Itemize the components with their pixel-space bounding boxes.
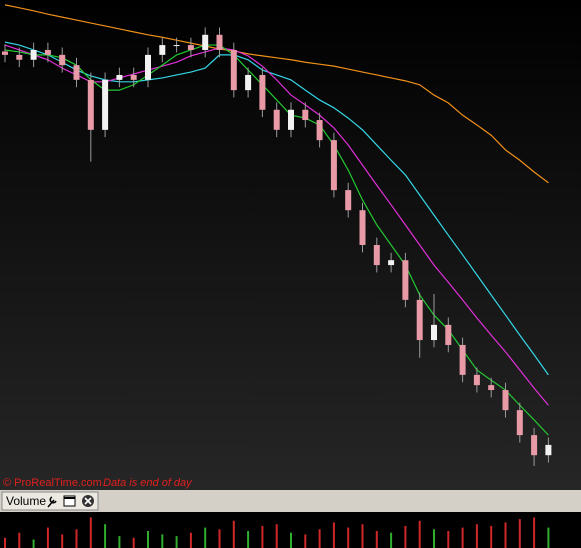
candle-body (187, 45, 194, 50)
window-icon[interactable] (63, 495, 76, 507)
volume-label: Volume (6, 494, 46, 508)
note: Data is end of day (103, 477, 193, 489)
volume-bar (147, 531, 149, 548)
volume-bar (547, 527, 550, 548)
volume-bar (418, 520, 421, 548)
volume-bar (118, 536, 121, 548)
toolbar (0, 490, 581, 512)
volume-bar (332, 522, 335, 548)
candle-body (488, 385, 495, 391)
candle-body (388, 260, 395, 266)
volume-bar (290, 532, 292, 548)
volume-plot (4, 517, 550, 548)
candle-body (2, 51, 8, 55)
price-plot (2, 4, 552, 466)
candle-body (259, 74, 266, 110)
volume-bar (433, 529, 435, 548)
candle-body (330, 140, 337, 191)
candle-body (173, 45, 180, 47)
volume-bar (504, 522, 507, 548)
candle-body (145, 54, 151, 80)
volume-bar (132, 537, 135, 548)
volume-bar (32, 539, 35, 548)
close-icon[interactable] (82, 495, 94, 507)
candle-body (302, 109, 309, 121)
candle-body (416, 299, 423, 341)
candle-body (459, 344, 466, 375)
volume-bar (390, 532, 393, 548)
candle-body (87, 79, 94, 130)
price-panel (0, 0, 581, 490)
volume-bar (247, 531, 250, 548)
volume-bar (275, 524, 278, 548)
credit: © ProRealTime.com (3, 477, 102, 489)
candle-body (359, 210, 366, 245)
volume-bar (347, 527, 350, 548)
volume-bar (218, 529, 221, 548)
moving-average (4, 41, 549, 376)
volume-bar (518, 519, 521, 548)
candle-body (130, 74, 137, 80)
volume-bar (204, 527, 207, 548)
candle-body (531, 435, 538, 456)
volume-bar (375, 531, 378, 548)
volume-bar (175, 536, 178, 548)
volume-bar (232, 520, 235, 548)
volume-bar (475, 524, 478, 548)
candle-body (59, 54, 66, 66)
volume-bar (490, 525, 493, 548)
volume-bar (104, 524, 107, 548)
candle-body (502, 390, 509, 411)
volume-bar (189, 532, 192, 548)
candle-body (216, 34, 223, 50)
volume-bar (261, 525, 264, 548)
volume-bar (447, 531, 450, 548)
moving-average (4, 4, 549, 184)
candle-body (230, 49, 237, 91)
candle-body (402, 260, 409, 300)
candle-body (202, 34, 209, 50)
volume-bar (75, 529, 78, 548)
settings-icon[interactable] (47, 496, 57, 508)
candle-body (445, 324, 452, 345)
candle-body (516, 410, 523, 436)
volume-bar (304, 534, 307, 548)
candle-body (431, 324, 437, 341)
candle-body (116, 74, 123, 80)
volume-bar (4, 537, 6, 548)
volume-bar (318, 529, 321, 548)
volume-bar (461, 527, 464, 548)
candle-body (44, 49, 51, 55)
candle-body (473, 374, 480, 386)
candle-body (159, 45, 166, 55)
volume-bar (361, 524, 364, 548)
volume-bar (89, 517, 92, 548)
candle-body (16, 54, 23, 60)
volume-bar (404, 525, 407, 548)
candle-body (30, 49, 37, 60)
candle-body (102, 79, 109, 130)
candle-body (288, 109, 294, 130)
candle-body (345, 190, 352, 211)
candle-body (545, 444, 552, 456)
volume-bar (61, 534, 64, 548)
volume-bar (46, 527, 49, 548)
volume-bar (161, 534, 164, 548)
candle-body (73, 65, 80, 80)
candle-body (316, 120, 323, 141)
moving-average (4, 44, 549, 406)
candle-body (245, 74, 252, 91)
candle-body (273, 109, 280, 130)
volume-bar (533, 517, 536, 548)
moving-average (4, 44, 549, 436)
candle-body (373, 245, 380, 266)
volume-bar (18, 532, 21, 548)
